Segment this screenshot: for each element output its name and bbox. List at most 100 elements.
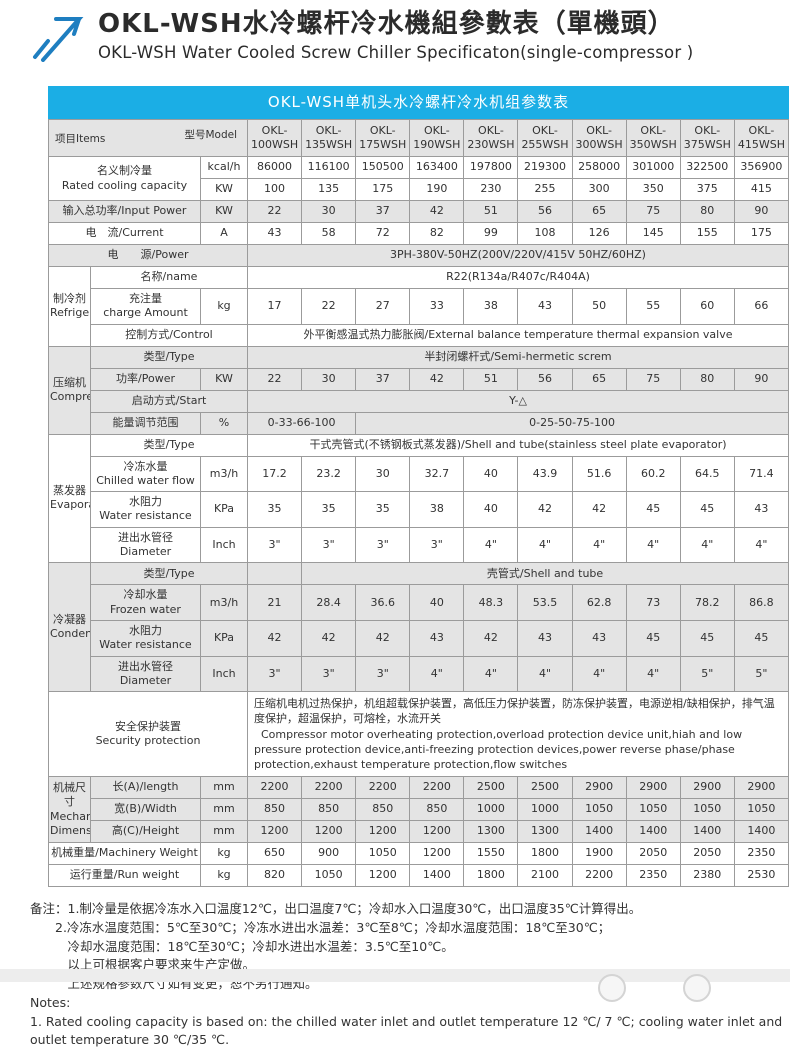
unit: m3/h — [200, 455, 248, 493]
cell: 48.3 — [463, 584, 519, 621]
table-caption: OKL-WSH单机头水冷螺杆冷水机组参数表 — [48, 86, 789, 119]
footer-band — [0, 969, 790, 1002]
cell: 219300 — [517, 156, 573, 179]
cell: 3" — [301, 655, 357, 693]
unit: KPa — [200, 619, 248, 657]
cell: 5" — [679, 655, 735, 693]
cell: 1800 — [463, 864, 519, 888]
cell: 350 — [625, 178, 681, 201]
model-header: OKL- 415WSH — [733, 119, 790, 157]
cell: 86000 — [246, 156, 303, 179]
unit: A — [200, 222, 248, 245]
cell: 78.2 — [679, 584, 735, 621]
cell: 2050 — [679, 842, 735, 866]
merged-value: Y-△ — [247, 389, 789, 413]
cell: 850 — [409, 798, 465, 822]
cell: 40 — [463, 455, 519, 493]
row-label: 启动方式/Start — [90, 389, 248, 413]
row-label: 冷却水量 Frozen water — [90, 584, 201, 621]
cell: 415 — [733, 178, 790, 201]
cell: 40 — [463, 491, 519, 528]
row-label: 电 源/Power — [48, 244, 248, 267]
cell: 65 — [571, 200, 627, 223]
cell: 42 — [301, 619, 357, 657]
cell: 43 — [409, 619, 465, 657]
page-title-en: OKL-WSH Water Cooled Screw Chiller Speci… — [98, 42, 694, 62]
cell: 4" — [463, 655, 519, 693]
cell: 2500 — [517, 776, 573, 800]
cell: 850 — [355, 798, 411, 822]
cell: 71.4 — [733, 455, 790, 493]
unit: KPa — [200, 491, 248, 528]
cell: 650 — [246, 842, 303, 866]
cell: 2900 — [571, 776, 627, 800]
cell: 375 — [679, 178, 735, 201]
cell: 2100 — [517, 864, 573, 888]
cell: 36.6 — [355, 584, 411, 621]
cell: 197800 — [463, 156, 519, 179]
cell: 2530 — [733, 864, 790, 888]
cell: 116100 — [301, 156, 357, 179]
cell: 2900 — [679, 776, 735, 800]
cell: 3" — [301, 526, 357, 564]
cell: 190 — [409, 178, 465, 201]
row-label: 水阻力 Water resistance — [90, 619, 201, 657]
cell: 51.6 — [571, 455, 627, 493]
unit: kcal/h — [200, 156, 248, 179]
row-label: 长(A)/length — [90, 776, 201, 800]
cell: 4" — [517, 655, 573, 693]
cell: 37 — [355, 367, 411, 391]
cell: 45 — [679, 491, 735, 528]
cell: 4" — [517, 526, 573, 564]
cell: 32.7 — [409, 455, 465, 493]
row-label: 水阻力 Water resistance — [90, 491, 201, 528]
row-label: 名称/name — [90, 266, 248, 289]
merged-value: 0-25-50-75-100 — [355, 411, 789, 435]
spec-table: 项目Items 型号Model OKL- 100WSH OKL- 135WSH OKL-… — [48, 119, 790, 888]
cell: 163400 — [409, 156, 465, 179]
merged-value: 壳管式/Shell and tube — [301, 562, 789, 586]
unit: m3/h — [200, 584, 248, 621]
unit: Inch — [200, 526, 248, 564]
cell: 150500 — [355, 156, 411, 179]
cell: 42 — [463, 619, 519, 657]
cell: 17 — [246, 288, 303, 325]
group-label: 压缩机 Compressor — [48, 345, 91, 435]
cell: 1800 — [517, 842, 573, 866]
model-header: OKL- 175WSH — [355, 119, 411, 157]
model-header: OKL- 190WSH — [409, 119, 465, 157]
cell: 175 — [733, 222, 790, 245]
cell: 2200 — [301, 776, 357, 800]
cell: 3" — [355, 526, 411, 564]
row-label: 进出水管径 Diameter — [90, 655, 201, 693]
unit: KW — [200, 200, 248, 223]
cell: 230 — [463, 178, 519, 201]
cell: 2200 — [571, 864, 627, 888]
cell: 17.2 — [246, 455, 303, 493]
cell: 255 — [517, 178, 573, 201]
cell: 42 — [517, 491, 573, 528]
cell: 2050 — [625, 842, 681, 866]
cell: 30 — [355, 455, 411, 493]
cell: 4" — [625, 526, 681, 564]
cell: 850 — [301, 798, 357, 822]
cell: 56 — [517, 367, 573, 391]
cell: 126 — [571, 222, 627, 245]
cell: 43 — [517, 619, 573, 657]
cell: 43 — [517, 288, 573, 325]
cell: 3" — [246, 655, 303, 693]
model-label: 型号Model — [184, 129, 237, 142]
cell: 2200 — [246, 776, 303, 800]
merged-value: 半封闭螺杆式/Semi-hermetic screm — [247, 345, 789, 369]
cell: 2350 — [625, 864, 681, 888]
cell: 75 — [625, 367, 681, 391]
note-line: 以上可根据客户要求来生产定做。 — [30, 957, 256, 973]
merged-value: 3PH-380V-50HZ(200V/220V/415V 50HZ/60HZ) — [247, 244, 789, 267]
model-header: OKL- 230WSH — [463, 119, 519, 157]
row-label: 宽(B)/Width — [90, 798, 201, 822]
cell: 45 — [625, 491, 681, 528]
unit: mm — [200, 820, 248, 844]
merged-value: 外平衡感温式热力膨胀阀/External balance temperature… — [247, 323, 789, 347]
footer-circle-icon — [598, 974, 626, 1002]
cell: 1050 — [571, 798, 627, 822]
